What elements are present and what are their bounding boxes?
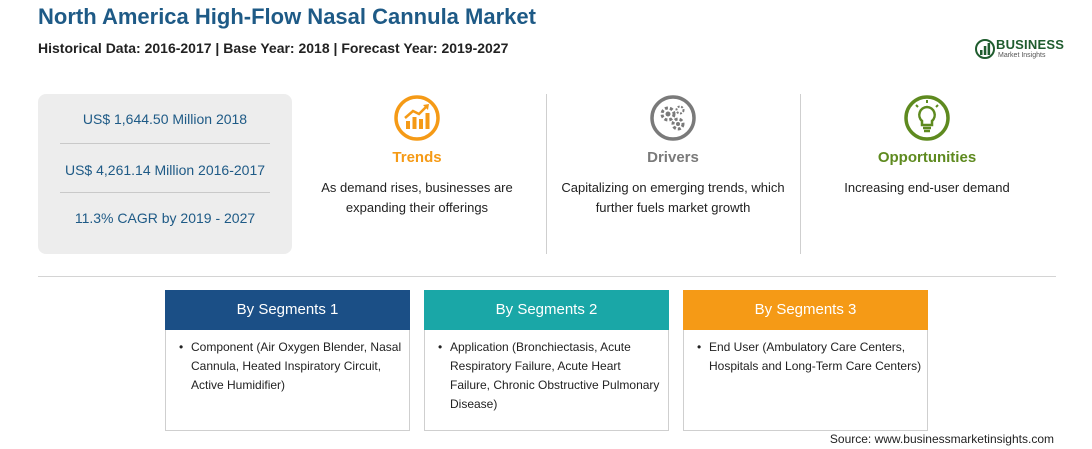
stat-divider (60, 143, 270, 144)
column-divider (800, 94, 801, 254)
segment-3-text: End User (Ambulatory Care Centers, Hospi… (709, 340, 922, 373)
opportunities-column: Opportunities Increasing end-user demand (802, 94, 1052, 254)
segment-2-header: By Segments 2 (424, 290, 669, 330)
segment-2-item: • Application (Bronchiectasis, Acute Res… (438, 338, 663, 414)
gears-icon (650, 95, 696, 141)
segment-1-text: Component (Air Oxygen Blender, Nasal Can… (191, 340, 402, 392)
trends-heading: Trends (392, 149, 442, 166)
section-divider (38, 276, 1056, 277)
segment-card-1: By Segments 1 • Component (Air Oxygen Bl… (165, 290, 410, 431)
bullet: • (697, 340, 702, 354)
bullet: • (438, 340, 443, 354)
segment-card-2: By Segments 2 • Application (Bronchiecta… (424, 290, 669, 431)
brand-logo: BUSINESS Market Insights (974, 36, 1064, 64)
trend-chart-icon (394, 95, 440, 141)
page-subtitle: Historical Data: 2016-2017 | Base Year: … (38, 40, 509, 56)
stat-base-year-value: US$ 1,644.50 Million 2018 (82, 111, 248, 127)
segment-3-body: • End User (Ambulatory Care Centers, Hos… (683, 330, 928, 431)
segment-2-text: Application (Bronchiectasis, Acute Respi… (450, 340, 660, 411)
bullet: • (179, 340, 184, 354)
stat-historical-value: US$ 4,261.14 Million 2016-2017 (64, 162, 266, 178)
drivers-heading: Drivers (647, 149, 699, 166)
business-market-insights-logo-icon (975, 39, 995, 59)
stat-cagr: 11.3% CAGR by 2019 - 2027 (74, 210, 256, 226)
logo-tagline: Market Insights (998, 52, 1046, 59)
segment-1-item: • Component (Air Oxygen Blender, Nasal C… (179, 338, 404, 395)
segment-card-3: By Segments 3 • End User (Ambulatory Car… (683, 290, 928, 431)
stat-divider (60, 192, 270, 193)
drivers-column: Drivers Capitalizing on emerging trends,… (548, 94, 798, 254)
opportunities-heading: Opportunities (877, 149, 977, 166)
logo-wordmark: BUSINESS (996, 37, 1065, 52)
segment-1-header: By Segments 1 (165, 290, 410, 330)
column-divider (546, 94, 547, 254)
key-stats-panel: US$ 1,644.50 Million 2018 US$ 4,261.14 M… (38, 94, 292, 254)
segment-3-header: By Segments 3 (683, 290, 928, 330)
page-title: North America High-Flow Nasal Cannula Ma… (38, 4, 536, 29)
segment-3-item: • End User (Ambulatory Care Centers, Hos… (697, 338, 922, 376)
opportunities-text: Increasing end-user demand (844, 180, 1010, 195)
segment-1-body: • Component (Air Oxygen Blender, Nasal C… (165, 330, 410, 431)
source-credit: Source: www.businessmarketinsights.com (829, 432, 1054, 446)
trends-column: Trends As demand rises, businesses are e… (292, 94, 542, 254)
lightbulb-icon (904, 95, 950, 141)
segment-2-body: • Application (Bronchiectasis, Acute Res… (424, 330, 669, 431)
trends-text: As demand rises, businesses are expandin… (321, 180, 513, 215)
drivers-text: Capitalizing on emerging trends, which f… (561, 180, 785, 215)
